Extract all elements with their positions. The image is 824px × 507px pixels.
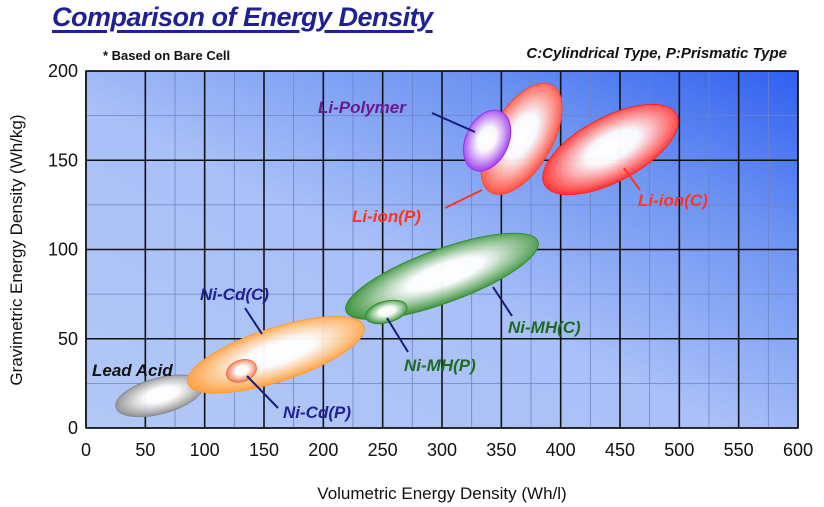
region-li-polymer [462, 109, 512, 172]
bare-cell-note: * Based on Bare Cell [103, 48, 231, 63]
y-tick-label: 0 [68, 418, 78, 438]
x-tick-label: 350 [486, 440, 516, 460]
x-tick-label: 0 [81, 440, 91, 460]
x-tick-label: 600 [783, 440, 813, 460]
x-tick-label: 300 [427, 440, 457, 460]
y-tick-label: 50 [58, 329, 78, 349]
series-label-ni-mh-p-: Ni-MH(P) [404, 356, 476, 375]
leader-line-li-ion-p- [444, 189, 483, 209]
series-label-lead-acid: Lead Acid [92, 361, 173, 380]
series-label-li-ion-c-: Li-ion(C) [638, 191, 708, 210]
x-tick-labels: 0 50 100 150 200 250 300 350 400 450 500 550 600 [81, 440, 813, 460]
y-tick-label: 200 [48, 61, 78, 81]
y-tick-label: 150 [48, 150, 78, 170]
page-title: Comparison of Energy Density [52, 2, 433, 32]
leader-line-ni-cd-p- [246, 375, 279, 409]
leader-line-li-ion-c- [623, 167, 641, 191]
series-label-ni-cd-c-: Ni-Cd(C) [200, 285, 269, 304]
x-tick-label: 200 [308, 440, 338, 460]
battery-regions [115, 82, 679, 418]
x-tick-label: 550 [724, 440, 754, 460]
x-tick-label: 400 [546, 440, 576, 460]
y-tick-label: 100 [48, 240, 78, 260]
x-tick-label: 500 [664, 440, 694, 460]
x-tick-label: 450 [605, 440, 635, 460]
y-axis-label: Gravimetric Energy Density (Wh/kg) [7, 114, 26, 385]
region-ni-mh-c- [345, 232, 539, 320]
series-label-li-polymer: Li-Polymer [318, 98, 407, 117]
x-tick-label: 150 [249, 440, 279, 460]
x-tick-label: 50 [135, 440, 155, 460]
leader-line-ni-mh-c- [492, 286, 513, 317]
series-label-li-ion-p-: Li-ion(P) [352, 207, 421, 226]
leader-line-ni-cd-c- [244, 307, 263, 335]
series-labels: Lead Acid Ni-Cd(C) Ni-Cd(P) Ni-MH(C) Ni-MH(P… [92, 98, 708, 422]
region-li-ion-c- [542, 103, 679, 196]
leader-line-li-polymer [431, 112, 476, 133]
x-axis-label: Volumetric Energy Density (Wh/l) [317, 484, 566, 503]
label-leaders [244, 112, 641, 409]
type-key-note: C:Cylindrical Type, P:Prismatic Type [526, 45, 787, 62]
y-tick-labels: 0 50 100 150 200 [48, 61, 78, 438]
series-label-ni-mh-c-: Ni-MH(C) [508, 318, 581, 337]
x-tick-label: 250 [368, 440, 398, 460]
series-label-ni-cd-p-: Ni-Cd(P) [283, 403, 351, 422]
leader-line-ni-mh-p- [386, 317, 409, 353]
x-tick-label: 100 [190, 440, 220, 460]
